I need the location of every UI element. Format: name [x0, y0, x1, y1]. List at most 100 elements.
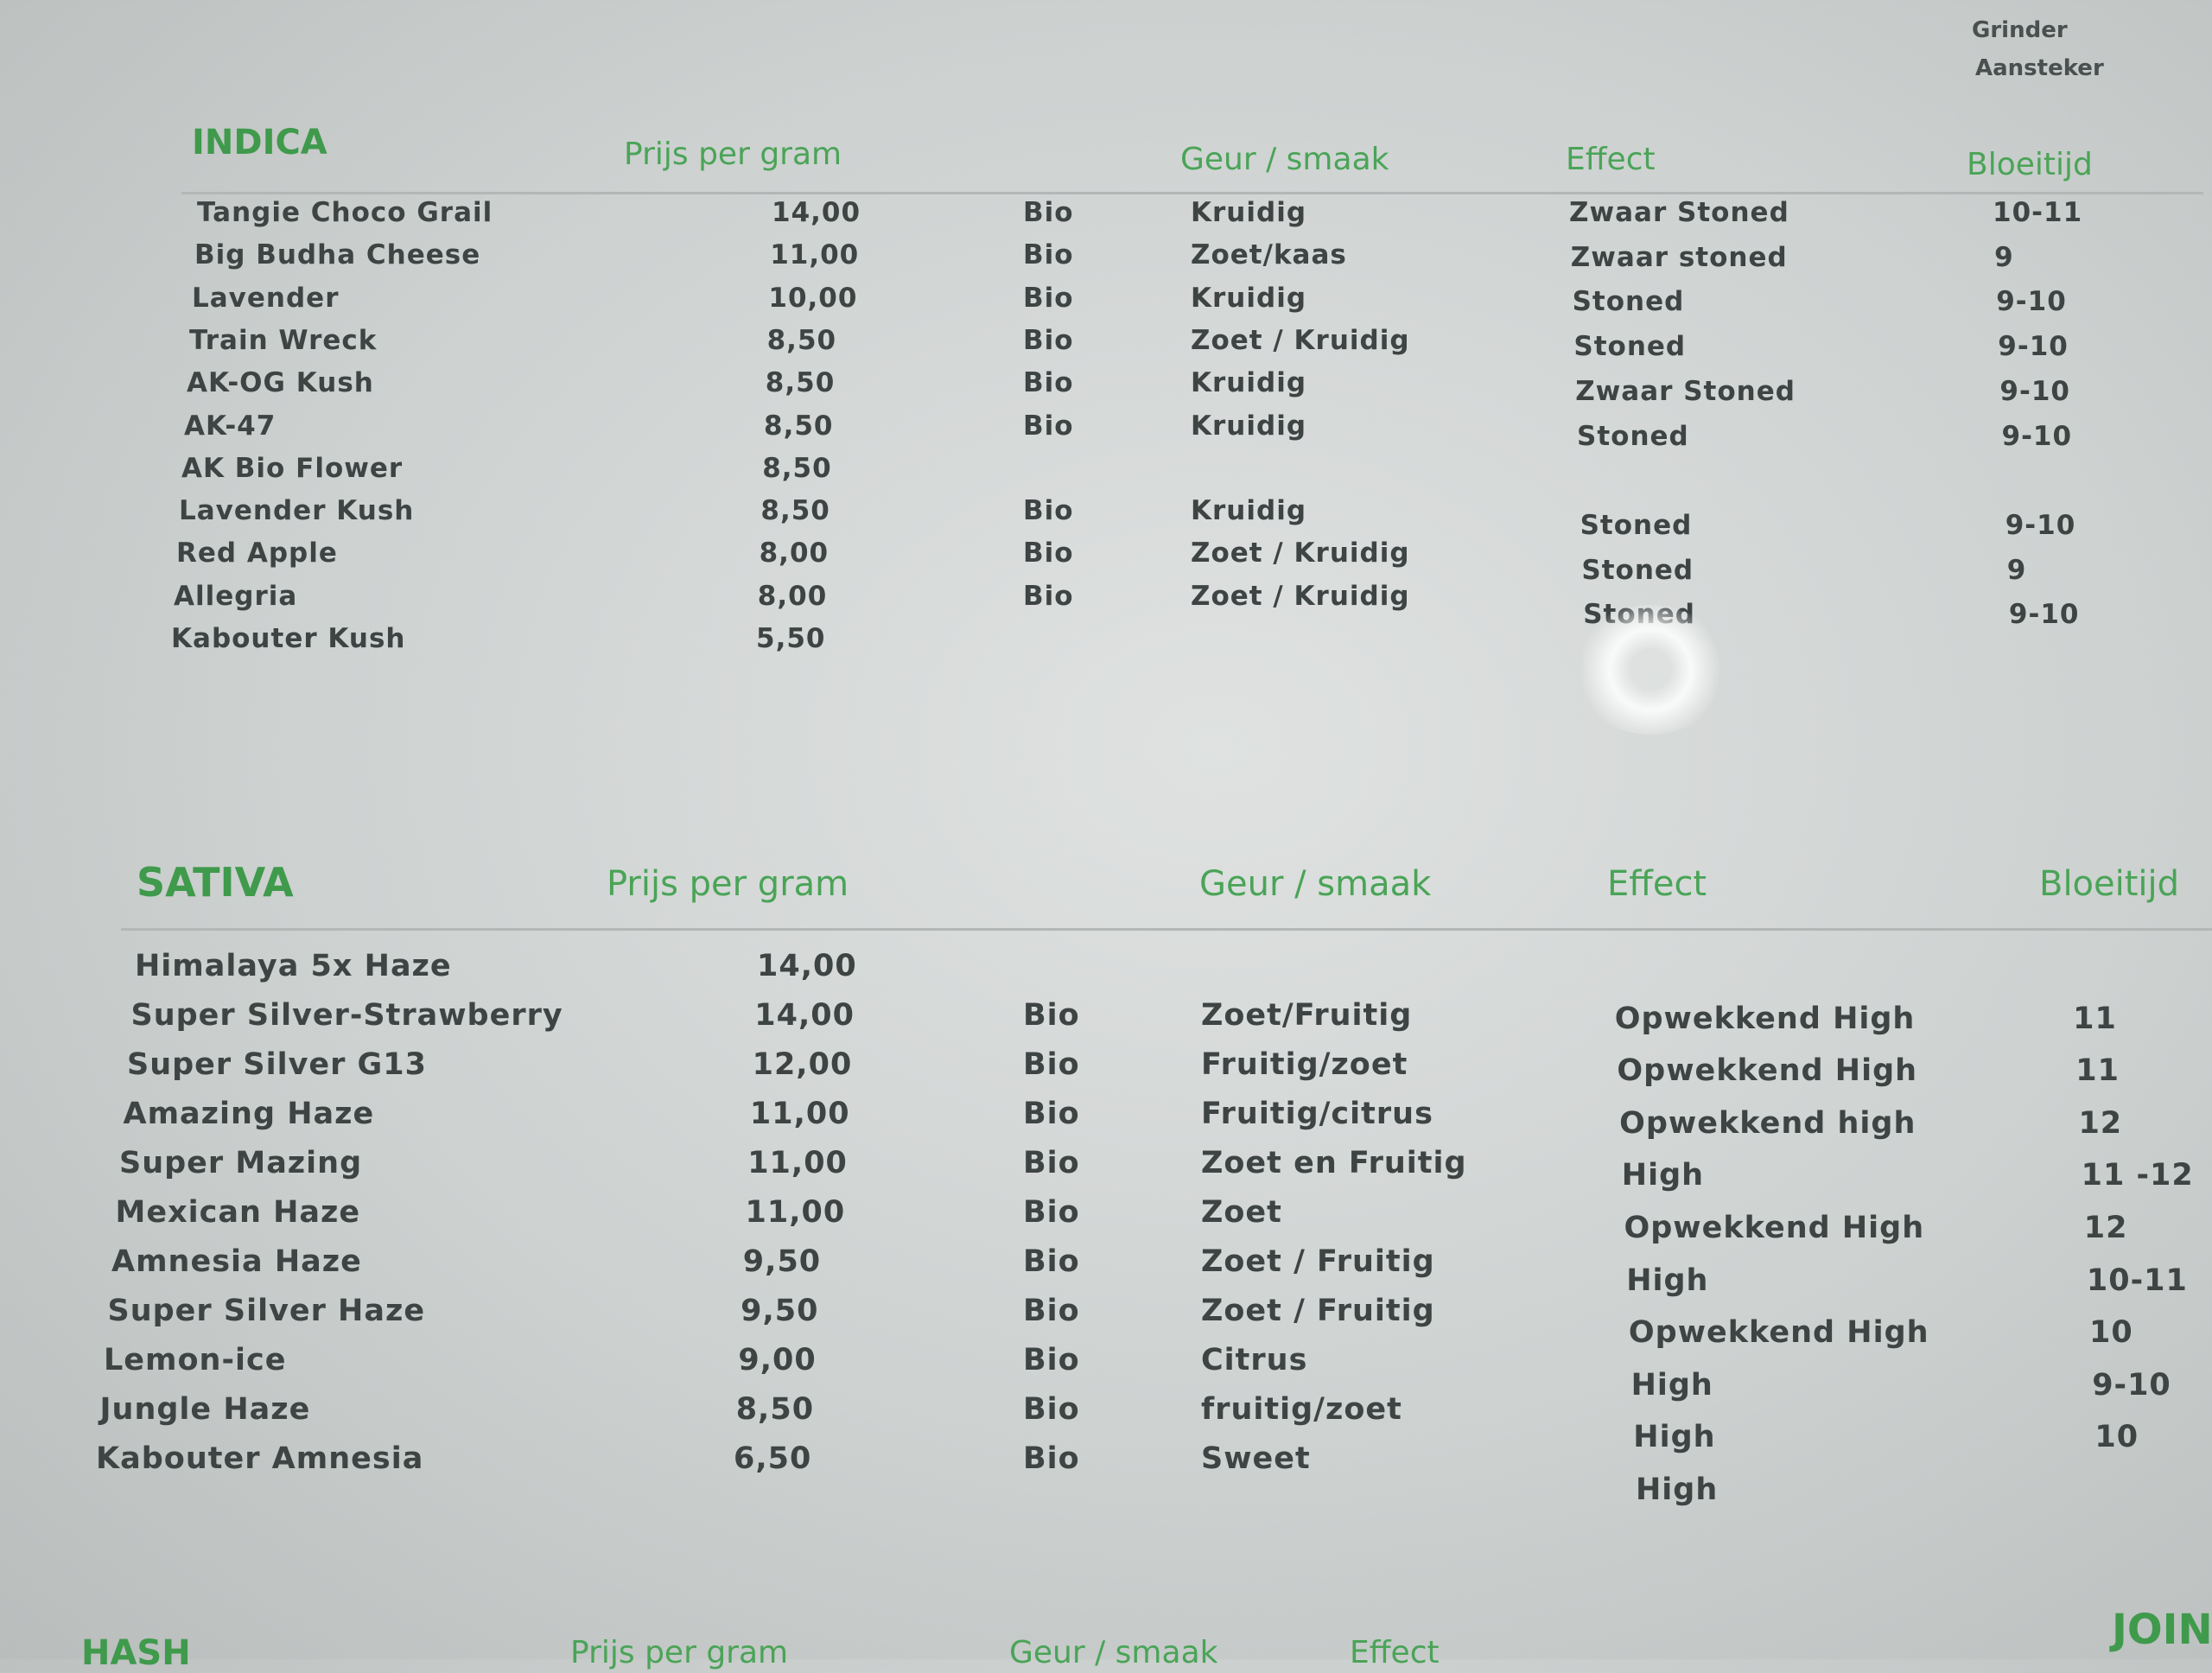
- screen-glare: [1573, 605, 1728, 735]
- sativa-name-cell: Super Silver-Strawberry: [130, 998, 563, 1033]
- indica-effect-header: Effect: [1566, 142, 1656, 177]
- sativa-taste-header: Geur / smaak: [1199, 864, 1432, 904]
- indica-name-cell: Big Budha Cheese: [194, 239, 481, 271]
- hash-taste-header: Geur / smaak: [1009, 1635, 1218, 1670]
- indica-price-cell: 14,00: [772, 197, 861, 228]
- joint-title: JOINT: [2112, 1606, 2212, 1654]
- sativa-name-cell: Super Mazing: [119, 1146, 363, 1180]
- indica-price-cell: 5,50: [756, 623, 826, 654]
- indica-bloom-cell: 10-11: [1993, 197, 2083, 228]
- indica-name-cell: Allegria: [174, 580, 298, 612]
- sativa-name-cell: Mexican Haze: [115, 1195, 361, 1230]
- sativa-price-cell: 14,00: [754, 998, 855, 1033]
- indica-price-cell: 10,00: [768, 282, 858, 314]
- menu-item-grinder: Grinder: [1972, 17, 2068, 43]
- sativa-bloom-cell: 11: [2075, 1053, 2120, 1089]
- indica-bloom-cell: 9-10: [1999, 375, 2070, 407]
- sativa-bloom-cell: 10: [2094, 1420, 2139, 1455]
- sativa-price-cell: 9,50: [742, 1244, 822, 1279]
- sativa-price-cell: 12,00: [752, 1047, 853, 1082]
- indica-divider: [181, 192, 2203, 194]
- sativa-taste-cell: Zoet / Fruitig: [1201, 1244, 1435, 1279]
- menu-item-aansteker: Aansteker: [1975, 55, 2104, 81]
- sativa-price-cell: 6,50: [734, 1441, 812, 1476]
- indica-bio-cell: Bio: [1023, 495, 1074, 527]
- indica-bloom-cell: 9-10: [2008, 599, 2080, 631]
- hash-price-header: Prijs per gram: [570, 1635, 789, 1670]
- indica-bloom-cell: 9-10: [2005, 509, 2076, 541]
- indica-name-cell: Red Apple: [176, 538, 338, 569]
- sativa-taste-cell: Zoet en Fruitig: [1201, 1146, 1467, 1180]
- indica-effect-cell: Stoned: [1573, 331, 1687, 363]
- indica-effect-cell: Zwaar Stoned: [1575, 375, 1796, 407]
- sativa-name-cell: Himalaya 5x Haze: [135, 949, 452, 983]
- sativa-effect-cell: Opwekkend High: [1614, 1001, 1916, 1036]
- sativa-bio-cell: Bio: [1023, 1343, 1080, 1377]
- indica-price-header: Prijs per gram: [624, 137, 842, 172]
- indica-name-cell: Lavender: [192, 282, 340, 314]
- sativa-bio-cell: Bio: [1023, 1441, 1080, 1476]
- indica-bloom-cell: 9-10: [1996, 286, 2067, 318]
- indica-effect-cell: Zwaar Stoned: [1569, 197, 1789, 228]
- indica-effect-cell: Stoned: [1581, 554, 1694, 586]
- indica-name-cell: AK-47: [184, 410, 276, 442]
- sativa-bloom-cell: 9-10: [2092, 1367, 2171, 1403]
- indica-bloom-cell: 9-10: [2001, 420, 2073, 452]
- indica-bloom-cell: 9: [2006, 554, 2027, 586]
- sativa-name-cell: Super Silver Haze: [107, 1294, 426, 1328]
- indica-bio-cell: Bio: [1023, 239, 1074, 271]
- sativa-price-cell: 11,00: [749, 1097, 850, 1131]
- sativa-effect-cell: Opwekkend High: [1628, 1315, 1929, 1351]
- indica-effect-cell: Zwaar stoned: [1570, 241, 1788, 273]
- sativa-name-cell: Super Silver G13: [127, 1047, 427, 1082]
- sativa-name-cell: Amnesia Haze: [111, 1244, 362, 1279]
- sativa-name-cell: Jungle Haze: [99, 1392, 311, 1427]
- sativa-price-header: Prijs per gram: [607, 864, 849, 904]
- sativa-bloom-header: Bloeitijd: [2039, 864, 2180, 904]
- sativa-taste-cell: fruitig/zoet: [1201, 1392, 1402, 1427]
- indica-taste-cell: Kruidig: [1191, 495, 1307, 527]
- indica-bio-cell: Bio: [1023, 538, 1074, 569]
- indica-price-cell: 8,50: [762, 452, 832, 484]
- sativa-bio-cell: Bio: [1023, 1146, 1080, 1180]
- sativa-effect-cell: High: [1621, 1158, 1705, 1193]
- sativa-taste-cell: Zoet/Fruitig: [1201, 998, 1413, 1033]
- indica-bloom-cell: 9-10: [1998, 331, 2069, 363]
- sativa-taste-cell: Sweet: [1201, 1441, 1311, 1476]
- sativa-price-cell: 11,00: [745, 1195, 846, 1230]
- sativa-effect-cell: Opwekkend High: [1624, 1211, 1925, 1245]
- indica-price-cell: 8,00: [759, 538, 830, 569]
- indica-name-cell: Kabouter Kush: [171, 623, 406, 654]
- indica-name-cell: Lavender Kush: [179, 495, 415, 527]
- indica-taste-cell: Zoet / Kruidig: [1191, 538, 1410, 569]
- sativa-bio-cell: Bio: [1023, 1097, 1080, 1131]
- indica-effect-cell: Stoned: [1580, 509, 1693, 541]
- indica-bloom-header: Bloeitijd: [1967, 147, 2093, 182]
- indica-name-cell: Tangie Choco Grail: [197, 197, 493, 228]
- sativa-title: SATIVA: [137, 859, 294, 906]
- sativa-bio-cell: Bio: [1023, 1294, 1080, 1328]
- sativa-bio-cell: Bio: [1023, 998, 1080, 1033]
- sativa-price-cell: 9,50: [741, 1294, 819, 1328]
- indica-effect-cell: Stoned: [1572, 286, 1685, 318]
- sativa-effect-header: Effect: [1607, 864, 1707, 904]
- sativa-bio-cell: Bio: [1023, 1047, 1080, 1082]
- indica-taste-cell: Zoet / Kruidig: [1191, 580, 1410, 612]
- sativa-effect-cell: High: [1626, 1263, 1709, 1298]
- sativa-name-cell: Amazing Haze: [123, 1097, 375, 1131]
- indica-bio-cell: Bio: [1023, 410, 1074, 442]
- sativa-bloom-cell: 11 -12: [2081, 1158, 2194, 1193]
- indica-taste-header: Geur / smaak: [1180, 142, 1389, 177]
- sativa-taste-cell: Zoet: [1201, 1195, 1282, 1230]
- sativa-taste-cell: Zoet / Fruitig: [1201, 1294, 1435, 1328]
- hash-effect-header: Effect: [1350, 1635, 1440, 1670]
- sativa-effect-cell: High: [1633, 1420, 1716, 1455]
- sativa-effect-cell: High: [1630, 1367, 1713, 1403]
- indica-bio-cell: Bio: [1023, 197, 1074, 228]
- indica-taste-cell: Kruidig: [1191, 282, 1307, 314]
- indica-price-cell: 8,00: [757, 580, 828, 612]
- sativa-bloom-cell: 12: [2078, 1105, 2123, 1141]
- indica-bio-cell: Bio: [1023, 367, 1074, 399]
- indica-taste-cell: Kruidig: [1191, 410, 1307, 442]
- sativa-name-cell: Kabouter Amnesia: [96, 1441, 424, 1476]
